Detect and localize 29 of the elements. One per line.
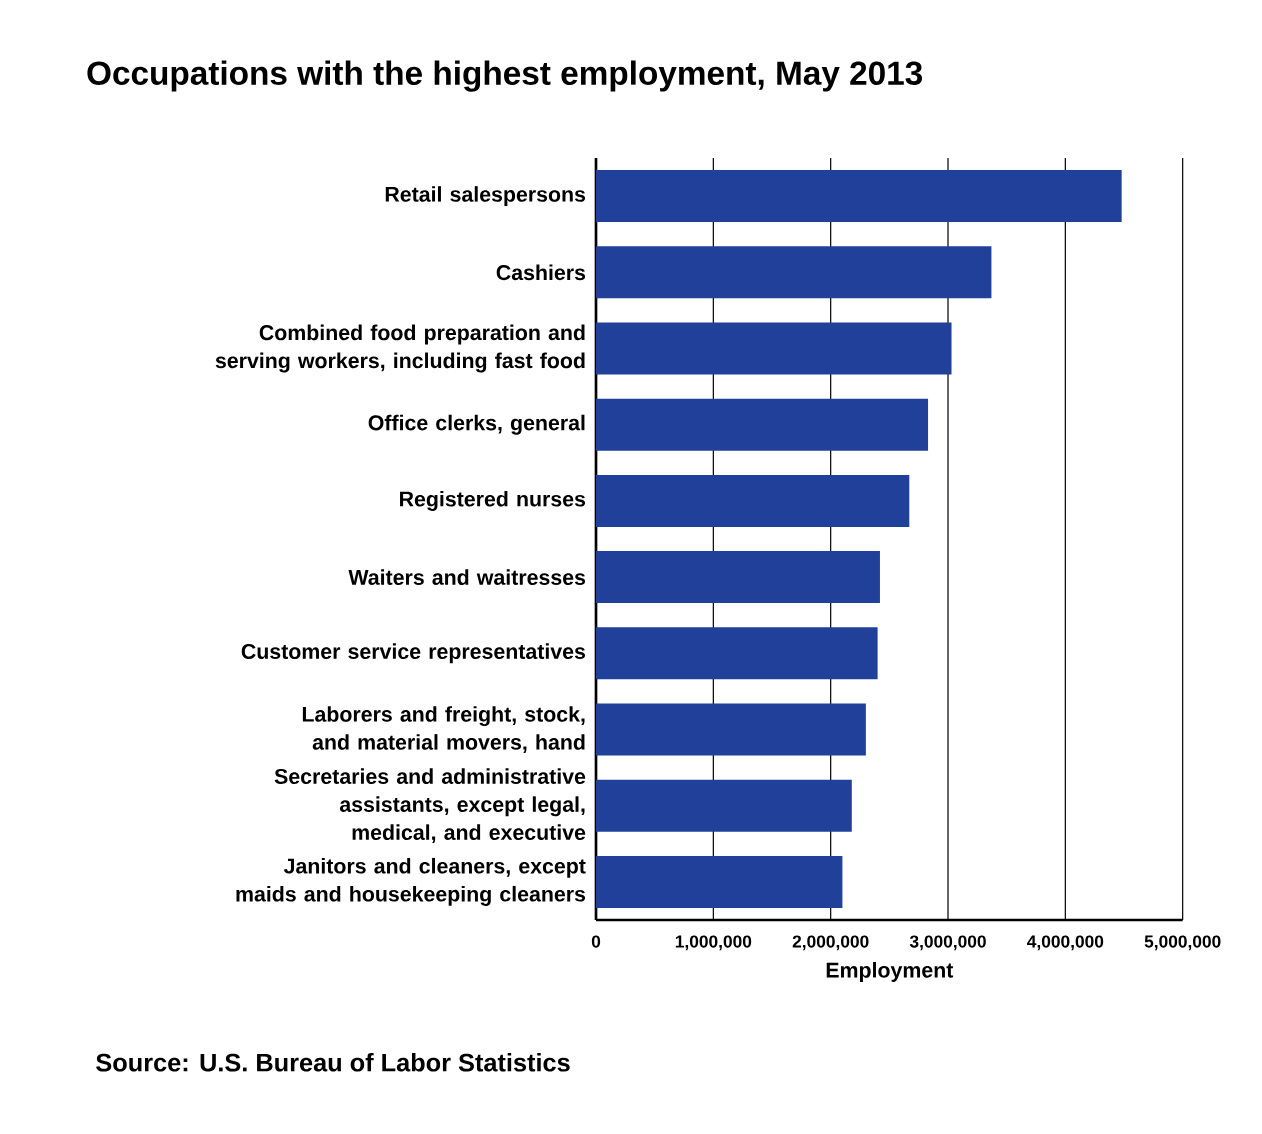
bar [596, 398, 929, 451]
x-tick-label: 2,000,000 [792, 935, 869, 951]
bar [596, 322, 952, 375]
source-note: Source: U.S. Bureau of Labor Statistics [96, 1052, 570, 1072]
y-tick-label: Office clerks, general [368, 414, 585, 435]
chart-title: Occupations with the highest employment, May 2013 [87, 60, 923, 92]
x-tick-label: 0 [591, 935, 601, 948]
y-tick-label: Registered nurses [400, 490, 586, 511]
y-tick-label: Waiters and waitresses [348, 569, 586, 585]
x-tick-label: 3,000,000 [909, 935, 986, 951]
bar [596, 855, 843, 908]
bar [596, 779, 852, 832]
bar [596, 551, 880, 604]
y-tick-label: Combined food preparation and serving workers, including fast food [215, 324, 585, 373]
y-tick-label: Laborers and freight, stock, and material movers, hand [302, 706, 585, 753]
bar [596, 170, 1122, 223]
y-tick-label: Secretaries and administrative assistants, except legal, medical, and executive [274, 768, 586, 844]
y-tick-label: Retail salespersons [385, 186, 586, 207]
x-tick-label: 4,000,000 [1027, 935, 1104, 951]
x-axis-title: Employment [826, 962, 954, 982]
x-tick-label: 5,000,000 [1144, 935, 1221, 951]
bar [596, 703, 866, 756]
bar [596, 474, 910, 527]
y-tick-label: Customer service representatives [241, 643, 586, 664]
bar [596, 246, 992, 299]
bar [596, 627, 878, 680]
x-tick-label: 1,000,000 [675, 935, 752, 951]
y-tick-label: Cashiers [496, 264, 586, 281]
y-tick-label: Janitors and cleaners, except maids and housekeeping cleaners [236, 857, 586, 906]
